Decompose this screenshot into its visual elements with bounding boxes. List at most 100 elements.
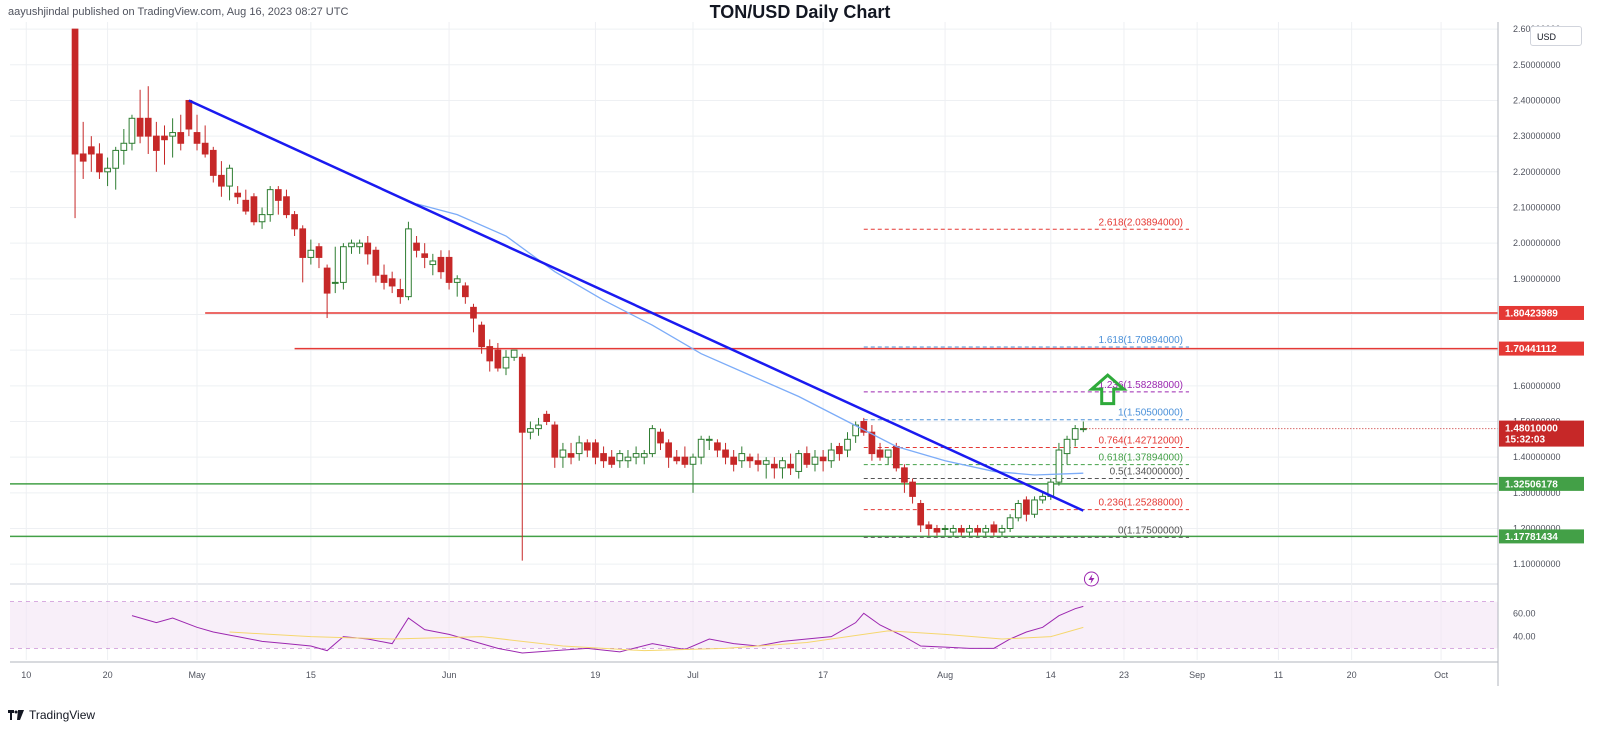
candle-body — [884, 449, 892, 458]
candle — [1014, 499, 1022, 522]
tradingview-brand-label: TradingView — [29, 708, 96, 722]
candle — [1079, 421, 1087, 433]
candle-countdown: 15:32:03 — [1505, 435, 1545, 446]
x-tick-label: 20 — [103, 670, 113, 680]
candle — [185, 99, 193, 137]
x-tick-label: Aug — [937, 670, 953, 680]
fib-label: 0.5(1.34000000) — [1110, 467, 1183, 478]
candle-body — [250, 196, 258, 223]
fib-label: 0(1.17500000) — [1118, 525, 1183, 536]
fib-label: 1.236(1.58288000) — [1098, 380, 1183, 391]
candle — [396, 278, 404, 304]
x-tick-label: 15 — [306, 670, 316, 680]
candle — [738, 446, 746, 468]
candle — [128, 114, 136, 151]
candle — [543, 410, 551, 426]
candle — [608, 450, 616, 468]
candle-body — [494, 349, 502, 369]
candle — [161, 125, 168, 165]
candle-body — [957, 527, 965, 533]
candle — [722, 442, 729, 465]
candle-body — [96, 153, 103, 173]
candle-body — [714, 442, 721, 451]
candle-body — [592, 442, 599, 458]
candle — [770, 457, 778, 479]
candle-body — [787, 463, 794, 469]
y-tick-label: 1.90000000 — [1513, 274, 1561, 284]
candle-body — [754, 460, 762, 465]
candle — [136, 89, 144, 144]
publisher-info: aayushjindal published on TradingView.co… — [8, 6, 349, 18]
candle — [941, 524, 949, 536]
candle-body — [307, 249, 315, 258]
candle-body — [697, 438, 705, 458]
price-axis: 1.10000000 1.20000000 1.30000000 1.40000000… — [1497, 22, 1584, 686]
candle — [616, 450, 624, 468]
candle — [291, 211, 298, 237]
candle-body — [144, 117, 152, 137]
candle-body — [315, 246, 323, 258]
candle-body — [185, 99, 193, 130]
candle — [226, 164, 233, 201]
candle — [600, 446, 607, 468]
rsi-ma-line — [229, 626, 1084, 652]
candle-body — [770, 463, 778, 469]
candle-body — [730, 456, 738, 465]
candle — [502, 350, 510, 376]
candle — [836, 442, 843, 461]
candle-body — [136, 117, 144, 137]
candle-body — [323, 267, 331, 294]
candle-body — [966, 527, 973, 533]
chart-overlays — [188, 99, 1498, 587]
tradingview-logo-icon — [8, 710, 24, 720]
candle-body — [868, 431, 876, 455]
candle-body — [567, 453, 575, 458]
candle-body — [201, 142, 209, 155]
candle-body — [836, 445, 843, 455]
candle-body — [1014, 503, 1022, 519]
candle-body — [640, 453, 648, 458]
candle — [917, 499, 925, 533]
candle — [461, 282, 469, 304]
x-tick-label: 11 — [1274, 670, 1283, 680]
candle — [486, 339, 494, 372]
candle-body — [445, 256, 453, 283]
candle — [315, 243, 323, 269]
x-tick-label: Oct — [1434, 670, 1449, 680]
candle-body — [811, 456, 819, 465]
candle — [665, 439, 672, 468]
candle-body — [649, 428, 656, 455]
candle — [909, 478, 916, 504]
candle-body — [364, 242, 372, 255]
candle — [730, 450, 738, 472]
candle — [990, 521, 998, 536]
tradingview-brand[interactable]: TradingView — [8, 708, 95, 722]
candle — [535, 417, 542, 436]
candle — [901, 464, 908, 493]
candle — [96, 143, 103, 179]
candle-body — [340, 246, 347, 283]
candle — [153, 121, 160, 172]
candle-body — [380, 274, 388, 283]
candle-body — [437, 256, 445, 273]
candle — [372, 246, 380, 283]
candle-body — [413, 242, 420, 251]
candle — [925, 521, 933, 536]
candle — [583, 439, 591, 458]
candle-body — [112, 149, 120, 169]
candle-body — [624, 456, 632, 462]
candle-body — [209, 149, 217, 176]
candle — [624, 450, 632, 468]
candle-body — [827, 449, 835, 462]
fib-label: 0.618(1.37894000) — [1098, 453, 1183, 464]
candle-body — [941, 527, 949, 530]
candle — [1071, 425, 1079, 447]
candle-body — [331, 281, 339, 284]
candle-body — [583, 442, 591, 451]
candle-body — [1039, 495, 1047, 501]
candle-body — [518, 356, 526, 433]
currency-button[interactable]: USD — [1530, 26, 1582, 46]
fib-label: 0.236(1.25288000) — [1098, 498, 1183, 509]
moving-average-line — [416, 203, 1084, 476]
candle — [827, 442, 835, 468]
